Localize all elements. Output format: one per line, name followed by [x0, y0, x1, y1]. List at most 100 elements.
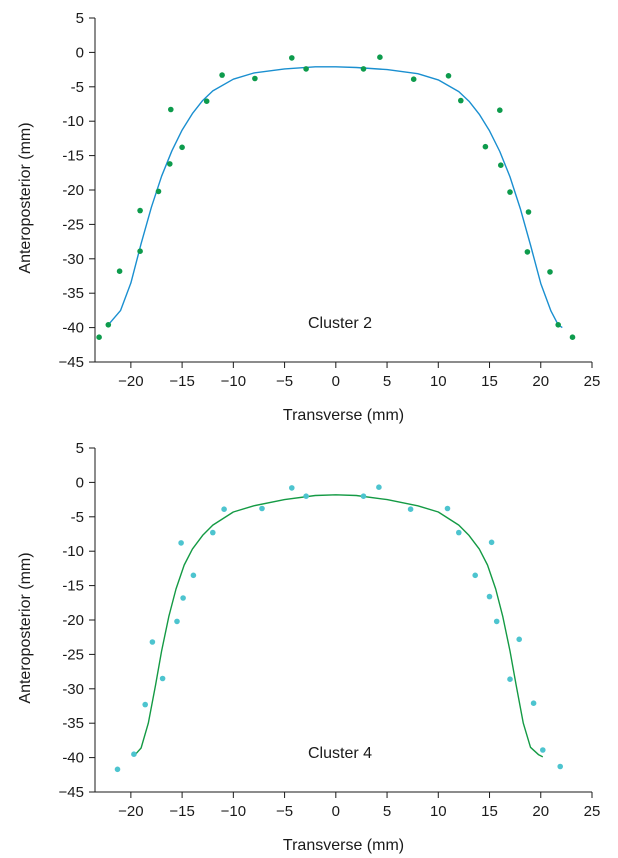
x-tick-label: −15: [169, 373, 194, 390]
data-point: [190, 572, 197, 579]
x-axis-label: Transverse (mm): [283, 407, 404, 424]
x-tick-label: 5: [383, 803, 391, 820]
chart-panel-cluster-2: 5 0 -5 -10 -15 -20 -25 -30 -35 -40 −45 −20 −15 −10 −5 0…: [17, 10, 600, 424]
data-point: [540, 747, 546, 753]
y-tick-label: -10: [62, 113, 84, 130]
data-point: [167, 161, 173, 167]
y-tick-label: -35: [62, 715, 84, 732]
data-point: [259, 505, 265, 512]
data-point: [482, 143, 489, 150]
x-tick-label: 5: [383, 373, 391, 390]
x-tick-label: 15: [481, 803, 498, 820]
y-tick-label: -5: [71, 79, 84, 96]
data-point: [456, 529, 462, 536]
y-tick-label: -20: [62, 182, 84, 199]
x-tick-label: 0: [332, 803, 340, 820]
y-axis-label: Anteroposterior (mm): [17, 122, 34, 273]
data-point: [497, 107, 503, 113]
data-point: [458, 97, 464, 104]
data-point: [303, 493, 309, 500]
data-point: [360, 66, 367, 72]
y-tick-label: -5: [71, 509, 84, 526]
x-tick-label: −5: [276, 803, 293, 820]
data-point: [445, 73, 452, 79]
data-point: [488, 539, 495, 546]
y-tick-label: 0: [76, 44, 84, 61]
x-axis-label: Transverse (mm): [283, 837, 404, 854]
data-point: [142, 701, 148, 708]
data-point: [131, 751, 137, 757]
data-point: [137, 207, 143, 214]
data-point: [376, 484, 382, 491]
x-tick-label: 10: [430, 803, 447, 820]
cluster-annotation: Cluster 2: [308, 315, 372, 332]
y-tick-label: −45: [59, 354, 84, 371]
data-point: [149, 639, 156, 645]
data-point: [555, 322, 561, 328]
data-point: [569, 334, 576, 341]
data-point: [116, 268, 123, 275]
chart-panel-cluster-4: 5 0 -5 -10 -15 -20 -25 -30 -35 -40 −45 −20 −15 −10 −5 0…: [17, 440, 600, 854]
y-tick-label: -20: [62, 612, 84, 629]
data-point: [407, 506, 414, 512]
data-point: [96, 334, 102, 341]
y-tick-label: −45: [59, 784, 84, 801]
y-tick-label: -35: [62, 285, 84, 302]
fit-curve-line: [134, 494, 544, 758]
y-tick-label: -40: [62, 320, 84, 337]
y-tick-label: -40: [62, 750, 84, 767]
x-tick-label: 15: [481, 373, 498, 390]
data-point: [557, 763, 563, 770]
data-point: [444, 505, 451, 512]
x-tick-label: 20: [532, 373, 549, 390]
data-point: [105, 322, 112, 328]
data-point: [203, 98, 210, 104]
data-point: [114, 766, 121, 773]
data-point: [137, 248, 143, 254]
y-tick-label: 5: [76, 440, 84, 457]
data-point: [210, 529, 216, 536]
x-tick-label: −10: [221, 373, 246, 390]
data-point: [303, 66, 309, 72]
x-tick-label: −20: [118, 803, 143, 820]
x-tick-label: 25: [584, 373, 601, 390]
y-tick-label: -30: [62, 681, 84, 698]
fit-curve-line: [107, 66, 563, 329]
x-tick-label: 20: [532, 803, 549, 820]
data-point: [289, 55, 295, 61]
x-tick-label: 10: [430, 373, 447, 390]
data-point: [252, 75, 258, 82]
data-point: [221, 506, 227, 512]
cluster-annotation: Cluster 4: [308, 745, 372, 762]
y-tick-label: -15: [62, 148, 84, 165]
data-point: [360, 493, 367, 500]
data-point: [219, 72, 225, 78]
y-tick-label: 5: [76, 10, 84, 27]
data-point: [507, 189, 513, 195]
data-point: [159, 675, 166, 682]
data-point: [289, 485, 295, 491]
data-point: [524, 249, 531, 255]
x-tick-label: 25: [584, 803, 601, 820]
data-point: [472, 572, 479, 579]
data-point: [155, 188, 162, 195]
y-tick-label: -25: [62, 216, 84, 233]
x-tick-label: 0: [332, 373, 340, 390]
y-tick-label: -10: [62, 543, 84, 560]
x-tick-label: −15: [169, 803, 194, 820]
x-tick-label: −20: [118, 373, 143, 390]
data-point: [493, 618, 500, 625]
x-tick-label: −5: [276, 373, 293, 390]
y-axis-label: Anteroposterior (mm): [17, 552, 34, 703]
x-tick-label: −10: [221, 803, 246, 820]
data-point: [547, 269, 553, 275]
data-point: [377, 54, 383, 60]
data-point: [174, 618, 180, 625]
data-point: [410, 76, 417, 82]
data-point: [168, 106, 174, 113]
y-tick-label: 0: [76, 474, 84, 491]
data-point: [525, 209, 532, 215]
y-tick-label: -25: [62, 646, 84, 663]
data-point: [516, 636, 522, 643]
